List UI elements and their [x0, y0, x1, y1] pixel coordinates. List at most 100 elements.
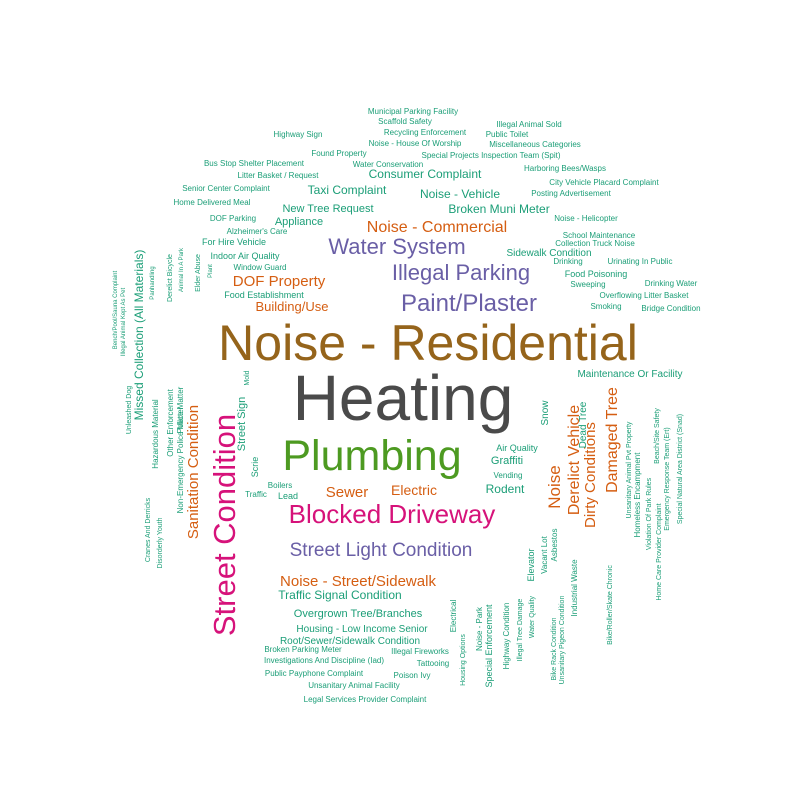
- word-unleashed-dog: Unleashed Dog: [126, 386, 133, 434]
- word-investigations-and-discipline-iad: Investigations And Discipline (Iad): [264, 656, 384, 665]
- word-graffiti: Graffiti: [491, 455, 523, 467]
- word-bike-rack-condition: Bike Rack Condition: [551, 617, 558, 680]
- word-elder-abuse: Elder Abuse: [195, 254, 202, 292]
- word-sidewalk-condition: Sidewalk Condition: [506, 248, 591, 259]
- word-found-property: Found Property: [311, 149, 366, 158]
- word-litter-basket-request: Litter Basket / Request: [238, 171, 320, 180]
- word-disorderly-youth: Disorderly Youth: [157, 517, 164, 568]
- word-water-system: Water System: [328, 234, 465, 259]
- word-posting-advertisement: Posting Advertisement: [531, 189, 611, 198]
- word-derelict-vehicle: Derelict Vehicle: [566, 405, 583, 515]
- word-street-light-condition: Street Light Condition: [290, 540, 473, 561]
- word-snow: Snow: [540, 400, 551, 426]
- word-noise-vehicle: Noise - Vehicle: [420, 187, 500, 201]
- word-homeless-encampment: Homeless Encampment: [633, 452, 642, 538]
- word-sewer: Sewer: [326, 484, 369, 501]
- word-miscellaneous-categories: Miscellaneous Categories: [489, 140, 581, 149]
- word-illegal-animal-sold: Illegal Animal Sold: [496, 120, 561, 129]
- word-noise-commercial: Noise - Commercial: [367, 219, 507, 236]
- word-water-conservation: Water Conservation: [353, 160, 423, 169]
- word-beach-site-safety: Beach/Site Safety: [654, 408, 661, 464]
- word-dead-tree: Dead Tree: [578, 401, 589, 448]
- word-highway-condition: Highway Condition: [502, 603, 511, 670]
- word-police-matter: Police Matter: [176, 386, 185, 433]
- word-missed-collection-all-materials: Missed Collection (All Materials): [132, 250, 146, 421]
- word-highway-sign: Highway Sign: [274, 130, 323, 139]
- word-hazardous-material: Hazardous Material: [151, 399, 160, 469]
- word-noise-residential: Noise - Residential: [218, 315, 638, 371]
- word-dof-parking: DOF Parking: [210, 214, 256, 223]
- word-special-enforcement: Special Enforcement: [484, 604, 494, 688]
- word-scrie: Scrie: [250, 457, 260, 478]
- word-drinking-water: Drinking Water: [645, 279, 698, 288]
- word-non-emergency-police-matter: Non-Emergency Police Matter: [176, 406, 185, 513]
- word-special-natural-area-district-snad: Special Natural Area District (Snad): [677, 414, 684, 524]
- word-noise: Noise: [545, 465, 564, 508]
- word-street-condition: Street Condition: [207, 414, 242, 636]
- word-cranes-and-derricks: Cranes And Derricks: [145, 497, 152, 562]
- word-noise-helicopter: Noise - Helicopter: [554, 214, 618, 223]
- word-sanitation-condition: Sanitation Condition: [185, 405, 202, 539]
- word-mold: Mold: [244, 370, 251, 385]
- word-unsanitary-pigeon-condition: Unsanitary Pigeon Condition: [559, 596, 566, 685]
- word-traffic-signal-condition: Traffic Signal Condition: [278, 588, 401, 602]
- word-indoor-air-quality: Indoor Air Quality: [210, 251, 280, 261]
- word-root-sewer-sidewalk-condition: Root/Sewer/Sidewalk Condition: [280, 636, 420, 647]
- word-home-delivered-meal: Home Delivered Meal: [174, 198, 251, 207]
- word-bridge-condition: Bridge Condition: [641, 304, 700, 313]
- word-bench-pool-sauna-complaint: Bench/Pool/Sauna Complaint: [113, 270, 119, 349]
- word-municipal-parking-facility: Municipal Parking Facility: [368, 107, 458, 116]
- word-heating: Heating: [293, 362, 514, 434]
- word-lead: Lead: [278, 491, 298, 501]
- word-legal-services-provider-complaint: Legal Services Provider Complaint: [304, 695, 428, 704]
- word-senior-center-complaint: Senior Center Complaint: [182, 184, 270, 193]
- word-food-establishment: Food Establishment: [224, 290, 304, 300]
- word-scaffold-safety: Scaffold Safety: [378, 117, 432, 126]
- word-new-tree-request: New Tree Request: [282, 203, 373, 215]
- word-public-payphone-complaint: Public Payphone Complaint: [265, 669, 364, 678]
- word-smoking: Smoking: [590, 302, 621, 311]
- word-harboring-bees-wasps: Harboring Bees/Wasps: [524, 164, 606, 173]
- word-violation-of-park-rules: Violation Of Park Rules: [646, 477, 653, 550]
- word-noise-street-sidewalk: Noise - Street/Sidewalk: [280, 573, 436, 590]
- word-boilers: Boilers: [268, 481, 292, 490]
- word-illegal-tree-damage: Illegal Tree Damage: [517, 599, 524, 662]
- word-city-vehicle-placard-complaint: City Vehicle Placard Complaint: [549, 178, 659, 187]
- word-unsanitary-animal-facility: Unsanitary Animal Facility: [308, 681, 400, 690]
- word-blocked-driveway: Blocked Driveway: [289, 499, 496, 529]
- word-rodent: Rodent: [486, 482, 525, 496]
- word-water-quality: Water Quality: [529, 595, 536, 638]
- word-illegal-animal-kept-as-pet: Illegal Animal Kept As Pet: [121, 287, 127, 356]
- word-housing-low-income-senior: Housing - Low Income Senior: [296, 624, 428, 635]
- word-for-hire-vehicle: For Hire Vehicle: [202, 237, 266, 247]
- word-broken-muni-meter: Broken Muni Meter: [448, 202, 549, 216]
- word-elevator: Elevator: [526, 548, 536, 581]
- word-plant: Plant: [208, 264, 214, 278]
- word-animal-in-a-park: Animal In A Park: [179, 247, 185, 292]
- word-window-guard: Window Guard: [234, 263, 287, 272]
- word-electric: Electric: [391, 482, 437, 498]
- word-asbestos: Asbestos: [550, 529, 559, 562]
- word-illegal-fireworks: Illegal Fireworks: [391, 647, 449, 656]
- word-industrial-waste: Industrial Waste: [570, 559, 579, 617]
- word-school-maintenance: School Maintenance: [563, 231, 636, 240]
- word-paint-plaster: Paint/Plaster: [401, 290, 537, 317]
- word-emergency-response-team-ert: Emergency Response Team (Ert): [664, 427, 671, 530]
- word-street-sign: Street Sign: [236, 397, 248, 451]
- word-vacant-lot: Vacant Lot: [540, 535, 549, 573]
- word-panhandling: Panhandling: [150, 266, 156, 299]
- word-bus-stop-shelter-placement: Bus Stop Shelter Placement: [204, 159, 305, 168]
- word-special-projects-inspection-team-spit: Special Projects Inspection Team (Spit): [421, 151, 560, 160]
- word-alzheimer-s-care: Alzheimer's Care: [227, 227, 288, 236]
- word-illegal-parking: Illegal Parking: [392, 260, 530, 285]
- word-recycling-enforcement: Recycling Enforcement: [384, 128, 467, 137]
- word-dof-property: DOF Property: [233, 273, 326, 290]
- word-maintenance-or-facility: Maintenance Or Facility: [577, 369, 682, 380]
- word-derelict-bicycle: Derelict Bicycle: [167, 254, 174, 302]
- word-other-enforcement: Other Enforcement: [166, 388, 175, 456]
- word-dirty-conditions: Dirty Conditions: [582, 422, 599, 528]
- word-sweeping: Sweeping: [570, 280, 605, 289]
- word-plumbing: Plumbing: [282, 432, 461, 480]
- word-noise-house-of-worship: Noise - House Of Worship: [369, 139, 462, 148]
